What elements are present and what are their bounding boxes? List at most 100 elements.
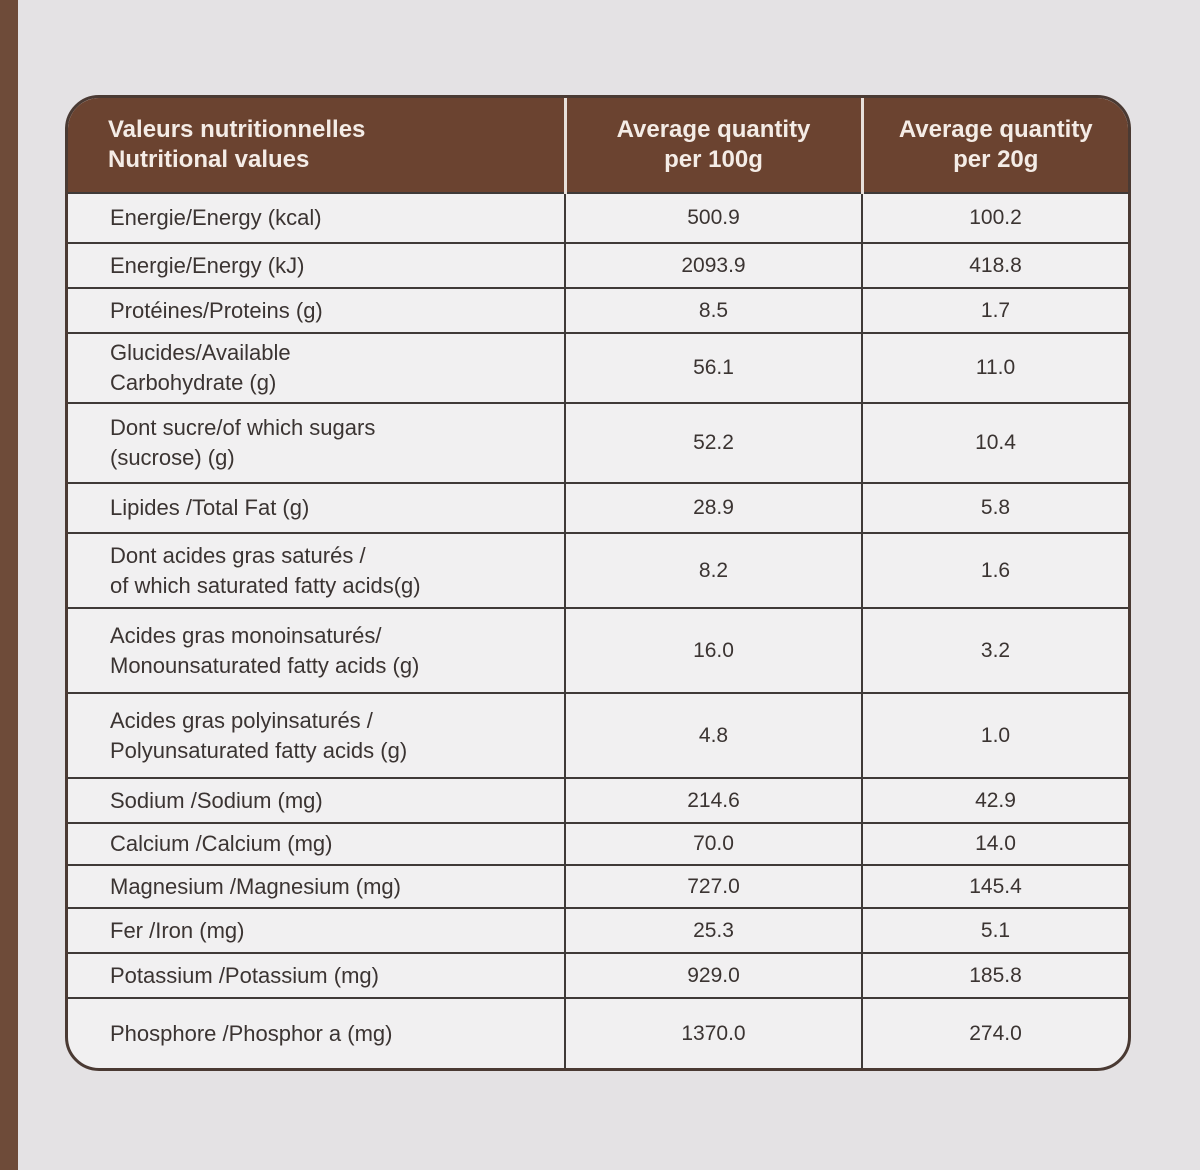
nutrient-name: Carbohydrate (g) bbox=[110, 370, 277, 395]
nutrition-table: Valeurs nutritionnelles Nutritional value… bbox=[68, 98, 1128, 1068]
value-cell: 25.3 bbox=[564, 907, 862, 953]
table-row: Fer /Iron (mg) 25.3 5.1 bbox=[68, 907, 1128, 953]
value-text: 56.1 bbox=[693, 356, 734, 379]
package-edge bbox=[0, 0, 18, 1170]
nutrient-name: of which saturated fatty acids(g) bbox=[110, 572, 421, 598]
header-text: Nutritional values bbox=[108, 146, 310, 173]
table-row: Acides gras polyinsaturés / Polyunsaturat… bbox=[68, 692, 1128, 778]
nutrient-name: Energie/Energy (kcal) bbox=[110, 205, 322, 230]
value-cell: 3.2 bbox=[861, 607, 1128, 693]
nutrient-name: Acides gras polyinsaturés / bbox=[110, 707, 373, 733]
value-cell: 274.0 bbox=[861, 997, 1128, 1068]
table-row: Acides gras monoinsaturés/Monounsaturate… bbox=[68, 607, 1128, 693]
value-text: 500.9 bbox=[687, 206, 740, 229]
value-text: 1370.0 bbox=[681, 1021, 746, 1045]
value-cell: 1.6 bbox=[861, 532, 1128, 608]
nutrient-name: Phosphore /Phosphor a (mg) bbox=[110, 1020, 393, 1046]
value-text: 1.0 bbox=[980, 723, 1011, 747]
value-text: 42.9 bbox=[975, 788, 1016, 812]
value-text: 4.8 bbox=[698, 723, 729, 747]
nutrient-cell: Phosphore /Phosphor a (mg) bbox=[68, 997, 565, 1068]
value-text: 8.5 bbox=[698, 298, 729, 322]
value-text: 418.8 bbox=[969, 253, 1022, 277]
value-cell: 52.2 bbox=[564, 402, 862, 483]
value-text: 214.6 bbox=[687, 788, 740, 812]
table-row: Dont sucre/of which sugars (sucrose) (g) 5… bbox=[68, 402, 1128, 483]
header-text: Valeurs nutritionnelles bbox=[108, 116, 366, 143]
nutrient-cell: Fer /Iron (mg) bbox=[68, 907, 565, 953]
table-row: Dont acides gras saturés / of which satur… bbox=[68, 532, 1128, 608]
value-cell: 10.4 bbox=[861, 402, 1128, 483]
value-text: 274.0 bbox=[969, 1021, 1022, 1045]
value-cell: 16.0 bbox=[564, 607, 862, 693]
value-cell: 500.9 bbox=[564, 192, 862, 243]
value-cell: 214.6 bbox=[564, 777, 862, 823]
header-row: Valeurs nutritionnelles Nutritional value… bbox=[68, 98, 1128, 193]
value-text: 8.2 bbox=[698, 558, 729, 582]
value-text: 100.2 bbox=[969, 206, 1022, 229]
value-text: 1.6 bbox=[980, 558, 1011, 582]
nutrient-name: Polyunsaturated fatty acids (g) bbox=[110, 737, 408, 763]
value-text: 25.3 bbox=[693, 918, 734, 942]
value-cell: 70.0 bbox=[564, 822, 862, 865]
header-cell: Valeurs nutritionnelles Nutritional value… bbox=[68, 98, 565, 193]
value-cell: 56.1 bbox=[564, 332, 862, 403]
value-text: 10.4 bbox=[975, 431, 1016, 454]
nutrient-name: (sucrose) (g) bbox=[110, 445, 235, 470]
value-cell: 929.0 bbox=[564, 952, 862, 998]
nutrient-cell: Glucides/Available Carbohydrate (g) bbox=[68, 332, 565, 403]
nutrient-name: Protéines/Proteins (g) bbox=[110, 297, 323, 323]
nutrient-name: Dont sucre/of which sugars bbox=[110, 415, 376, 440]
value-cell: 1.0 bbox=[861, 692, 1128, 778]
nutrient-cell: Calcium /Calcium (mg) bbox=[68, 822, 565, 865]
value-text: 11.0 bbox=[975, 356, 1016, 379]
value-text: 145.4 bbox=[969, 874, 1022, 898]
nutrient-cell: Dont sucre/of which sugars (sucrose) (g) bbox=[68, 402, 565, 483]
table-row: Glucides/Available Carbohydrate (g) 56.1 11… bbox=[68, 332, 1128, 403]
table-row: Sodium /Sodium (mg) 214.6 42.9 bbox=[68, 777, 1128, 823]
header-text: Average quantity bbox=[616, 116, 811, 143]
table-row: Energie/Energy (kJ) 2093.9 418.8 bbox=[68, 242, 1128, 288]
value-text: 16.0 bbox=[693, 638, 734, 662]
value-cell: 8.2 bbox=[564, 532, 862, 608]
header-text: per 20g bbox=[953, 146, 1039, 173]
value-cell: 14.0 bbox=[861, 822, 1128, 865]
nutrient-name: Dont acides gras saturés / bbox=[110, 542, 366, 568]
nutrient-cell: Magnesium /Magnesium (mg) bbox=[68, 864, 565, 908]
nutrition-label: Valeurs nutritionnelles Nutritional value… bbox=[65, 95, 1131, 1071]
nutrient-name: Magnesium /Magnesium (mg) bbox=[110, 873, 401, 899]
nutrient-name: Calcium /Calcium (mg) bbox=[110, 831, 333, 856]
value-cell: 8.5 bbox=[564, 287, 862, 333]
value-text: 14.0 bbox=[975, 832, 1016, 855]
header-text: Average quantity bbox=[898, 116, 1093, 143]
nutrient-cell: Dont acides gras saturés / of which satur… bbox=[68, 532, 565, 608]
nutrient-name: Glucides/Available bbox=[110, 340, 291, 365]
nutrient-cell: Protéines/Proteins (g) bbox=[68, 287, 565, 333]
table-row: Energie/Energy (kcal) 500.9 100.2 bbox=[68, 192, 1128, 243]
table-row: Potassium /Potassium (mg) 929.0 185.8 bbox=[68, 952, 1128, 998]
value-text: 1.7 bbox=[980, 298, 1011, 322]
value-text: 70.0 bbox=[693, 832, 734, 855]
value-cell: 5.1 bbox=[861, 907, 1128, 953]
nutrient-name: Fer /Iron (mg) bbox=[110, 917, 245, 943]
value-cell: 185.8 bbox=[861, 952, 1128, 998]
nutrient-cell: Acides gras monoinsaturés/Monounsaturate… bbox=[68, 607, 565, 693]
value-cell: 418.8 bbox=[861, 242, 1128, 288]
value-cell: 4.8 bbox=[564, 692, 862, 778]
value-cell: 1.7 bbox=[861, 287, 1128, 333]
value-text: 727.0 bbox=[687, 874, 740, 898]
value-text: 28.9 bbox=[693, 496, 734, 519]
value-cell: 2093.9 bbox=[564, 242, 862, 288]
header-cell: Average quantity per 100g bbox=[563, 98, 862, 193]
value-cell: 11.0 bbox=[861, 332, 1128, 403]
nutrient-cell: Sodium /Sodium (mg) bbox=[68, 777, 565, 823]
value-cell: 145.4 bbox=[861, 864, 1128, 908]
nutrient-name: Acides gras monoinsaturés/ bbox=[110, 622, 382, 648]
nutrient-cell: Acides gras polyinsaturés / Polyunsaturat… bbox=[68, 692, 565, 778]
table-row: Calcium /Calcium (mg) 70.0 14.0 bbox=[68, 822, 1128, 865]
value-cell: 727.0 bbox=[564, 864, 862, 908]
nutrient-name: Monounsaturated fatty acids (g) bbox=[110, 652, 420, 678]
value-cell: 5.8 bbox=[861, 482, 1128, 533]
table-body: Energie/Energy (kcal) 500.9 100.2 Energie/E… bbox=[68, 192, 1128, 1068]
